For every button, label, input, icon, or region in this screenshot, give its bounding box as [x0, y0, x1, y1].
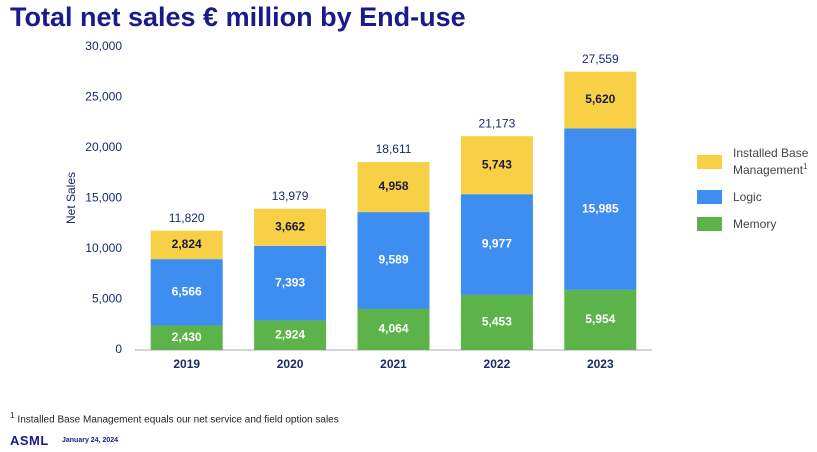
y-tick-label: 5,000: [92, 292, 122, 306]
total-label: 18,611: [376, 142, 412, 156]
total-label: 21,173: [479, 116, 516, 130]
x-tick-label: 2020: [277, 357, 304, 371]
value-label: 4,958: [378, 179, 408, 193]
value-label: 5,743: [482, 157, 512, 171]
bar-segment: [357, 212, 430, 309]
legend-label: Installed Base Management: [733, 146, 809, 177]
total-label: 13,979: [272, 189, 309, 203]
x-tick-label: 2019: [173, 357, 200, 371]
value-label: 5,954: [585, 312, 615, 326]
total-label: 27,559: [582, 52, 619, 66]
value-label: 2,824: [172, 237, 202, 251]
bar-segment: [254, 245, 327, 321]
legend-label: Memory: [733, 217, 777, 231]
legend-item: Memory: [697, 217, 817, 231]
legend-text: Memory: [733, 217, 817, 231]
value-label: 2,430: [172, 330, 202, 344]
value-label: 6,566: [172, 284, 202, 298]
legend-item: Logic: [697, 190, 817, 204]
total-label: 11,820: [169, 211, 205, 225]
chart: Net Sales 0 5,000 10,000 15,000 20,000 25,000…: [64, 39, 652, 371]
title: Total net sales € million by End-use: [10, 2, 466, 32]
logo: ASML: [10, 433, 49, 448]
y-tick-label: 15,000: [85, 191, 122, 205]
legend-label: Logic: [733, 190, 762, 204]
value-label: 9,977: [482, 237, 512, 251]
bar-segment: [357, 162, 430, 213]
y-tick-label: 30,000: [85, 39, 122, 53]
bar-segment: [564, 128, 637, 290]
y-tick-label: 25,000: [85, 90, 122, 104]
bar-segment: [254, 208, 327, 246]
legend-swatch: [697, 154, 722, 169]
legend-text: Installed Base Management1: [733, 146, 817, 177]
value-label: 9,589: [378, 253, 408, 267]
footnote: 1 Installed Base Management equals our n…: [10, 410, 339, 425]
bar-segment: [564, 71, 637, 129]
value-label: 5,620: [585, 92, 615, 106]
value-label: 2,924: [275, 327, 305, 341]
footnote-text: Installed Base Management equals our net…: [17, 414, 339, 426]
bar-segment: [460, 136, 533, 195]
value-label: 7,393: [275, 275, 305, 289]
legend-swatch: [697, 190, 722, 204]
value-label: 4,064: [378, 322, 408, 336]
value-label: 3,662: [275, 219, 305, 233]
bar-segment: [357, 308, 430, 350]
value-label: 15,985: [582, 201, 619, 215]
value-label: 5,453: [482, 315, 512, 329]
bar-segment: [564, 289, 637, 350]
bar-segment: [150, 325, 223, 350]
y-tick-label: 10,000: [85, 241, 122, 255]
y-tick-label: 0: [115, 342, 122, 356]
bar-segment: [254, 320, 327, 350]
bar-segment: [460, 294, 533, 350]
bar-segment: [460, 194, 533, 295]
x-tick-label: 2021: [380, 357, 407, 371]
legend-text: Logic: [733, 190, 817, 204]
x-tick-label: 2023: [587, 357, 614, 371]
legend-item: Installed Base Management1: [697, 146, 817, 177]
bar-segment: [150, 259, 223, 326]
y-tick-label: 20,000: [85, 140, 122, 154]
x-tick-label: 2022: [484, 357, 511, 371]
legend: Installed Base Management1 Logic Memory: [697, 146, 817, 244]
legend-superscript: 1: [803, 162, 808, 171]
legend-swatch: [697, 217, 722, 231]
bar-segment: [150, 230, 223, 260]
footnote-marker: 1: [10, 410, 15, 420]
date: January 24, 2024: [62, 437, 119, 444]
y-axis-label: Net Sales: [64, 172, 78, 224]
